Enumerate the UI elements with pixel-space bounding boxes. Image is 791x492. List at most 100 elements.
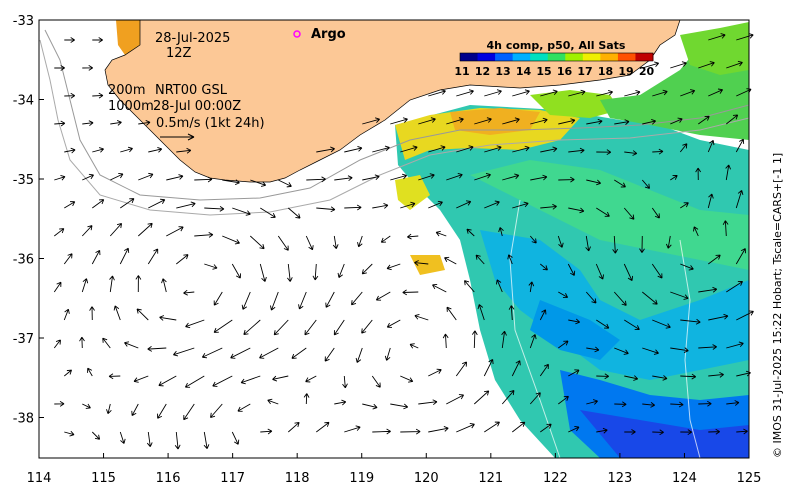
current-arrow	[726, 60, 743, 69]
current-arrow	[477, 304, 485, 321]
current-arrow	[680, 318, 701, 325]
current-arrow	[471, 330, 478, 349]
current-arrow	[267, 398, 279, 405]
current-arrow	[64, 147, 76, 154]
current-arrow	[63, 253, 73, 265]
current-arrow	[337, 263, 345, 278]
current-arrow	[680, 202, 689, 209]
current-arrow	[507, 254, 513, 265]
current-arrow	[540, 203, 557, 210]
current-arrow	[698, 115, 710, 125]
current-arrow	[456, 200, 472, 209]
current-arrow	[695, 167, 702, 181]
x-tick-label: 120	[414, 471, 439, 486]
current-arrow	[204, 263, 218, 270]
current-arrow	[614, 119, 630, 125]
current-arrow	[54, 120, 66, 127]
current-arrow	[539, 363, 549, 377]
current-arrow	[624, 429, 636, 435]
current-arrow	[595, 263, 604, 280]
current-arrow	[670, 117, 683, 125]
current-arrow	[92, 199, 105, 209]
current-arrow	[232, 207, 251, 216]
current-arrow	[102, 337, 111, 349]
current-arrow	[176, 147, 192, 154]
current-arrow	[375, 291, 391, 301]
current-arrow	[568, 207, 585, 214]
current-arrow	[670, 347, 689, 353]
current-arrow	[63, 369, 72, 377]
current-arrow	[502, 173, 520, 181]
current-arrow	[623, 263, 634, 282]
current-arrow	[194, 176, 213, 183]
current-arrow	[384, 347, 391, 361]
x-tick-label: 122	[543, 471, 568, 486]
current-arrow	[529, 392, 541, 405]
current-arrow	[428, 200, 443, 209]
current-arrow	[277, 235, 289, 251]
current-arrow	[260, 207, 276, 218]
current-arrow	[109, 275, 115, 293]
colorbar-swatch	[547, 53, 566, 61]
current-arrow	[651, 207, 660, 219]
current-arrow	[316, 146, 335, 153]
current-arrow	[305, 235, 314, 251]
current-arrow	[124, 341, 139, 349]
current-arrow	[54, 228, 65, 237]
current-arrow	[484, 200, 500, 209]
current-arrow	[92, 147, 104, 153]
contour-200m	[44, 29, 750, 201]
current-arrow	[372, 428, 391, 435]
current-arrow	[278, 179, 292, 188]
current-arrow	[596, 89, 613, 97]
current-arrow	[708, 88, 724, 97]
current-arrow	[371, 375, 381, 388]
current-arrow	[670, 61, 687, 69]
current-arrow	[624, 90, 641, 97]
current-arrow	[390, 117, 408, 125]
current-arrow	[361, 319, 373, 334]
colorbar-swatch	[635, 53, 654, 61]
current-arrow	[231, 431, 240, 445]
scale-arrow	[160, 133, 195, 141]
current-arrow	[484, 145, 502, 153]
current-arrow	[63, 308, 70, 321]
colorbar-title: 4h comp, p50, All Sats	[487, 39, 626, 52]
current-arrow	[92, 37, 103, 43]
current-arrow	[614, 179, 626, 188]
current-arrow	[568, 426, 580, 433]
current-arrow	[446, 117, 464, 125]
current-arrow	[708, 313, 729, 321]
current-arrow	[231, 263, 241, 279]
current-arrow	[484, 89, 502, 97]
current-arrow	[390, 173, 407, 181]
current-arrow	[670, 291, 689, 300]
current-arrow	[166, 226, 184, 237]
current-arrow	[624, 375, 639, 381]
current-arrow	[473, 390, 490, 405]
current-arrow	[558, 118, 576, 125]
colorbar: 4h comp, p50, All Sats 11 12 13 14 15 16 17 18 1…	[454, 39, 654, 78]
current-arrow	[120, 198, 135, 209]
current-arrow	[306, 176, 326, 183]
current-arrow	[642, 118, 656, 125]
current-arrow	[428, 368, 442, 377]
current-arrow	[414, 314, 429, 321]
current-arrow	[185, 319, 205, 329]
current-arrow	[291, 347, 307, 359]
colorbar-tick-label: 16	[557, 65, 573, 78]
current-arrow	[304, 319, 317, 336]
current-arrow	[698, 286, 718, 293]
x-axis-ticks: 114 115 116 117 118 119 120 121 122 123 124 125	[27, 453, 761, 486]
current-arrow	[708, 371, 724, 378]
current-arrow	[624, 319, 640, 330]
product-date-label: 28-Jul 00:00Z	[153, 99, 241, 114]
colorbar-swatch	[565, 53, 584, 61]
current-arrow	[642, 291, 658, 305]
current-arrow	[287, 421, 300, 433]
current-arrow	[464, 280, 475, 293]
current-arrow	[325, 291, 335, 308]
current-arrow	[161, 278, 167, 293]
current-arrow	[456, 145, 474, 153]
current-arrow	[260, 428, 273, 435]
